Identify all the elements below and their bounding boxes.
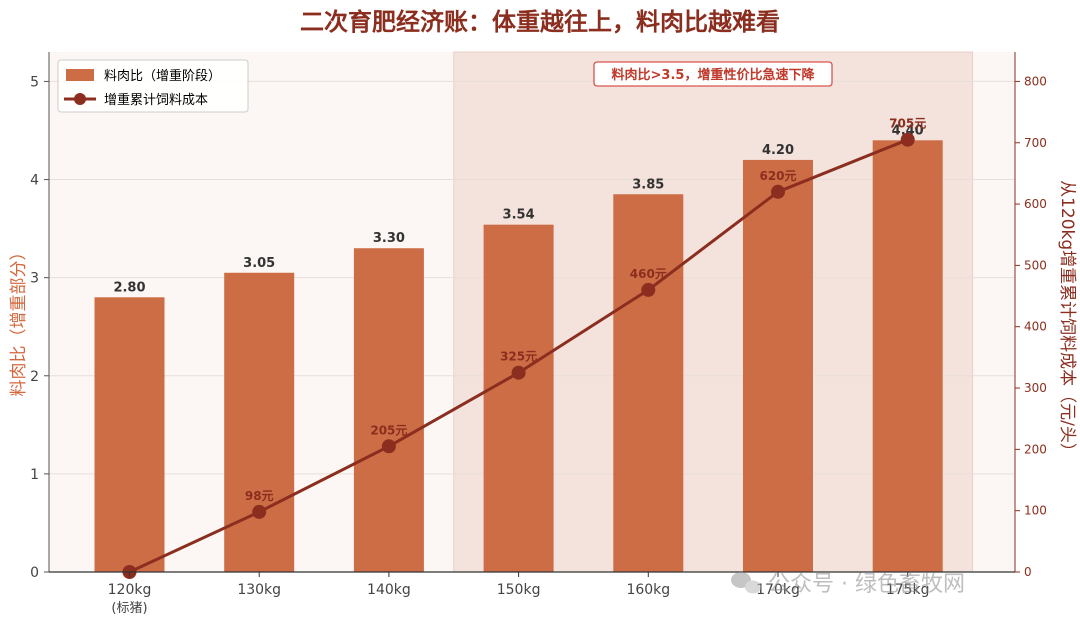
cost-point — [511, 365, 526, 380]
cost-value-label: 705元 — [889, 117, 926, 131]
x-tick-label: 175kg — [886, 582, 930, 598]
x-tick-label: 120kg — [108, 582, 152, 598]
bar-value-label: 3.85 — [632, 177, 664, 192]
x-tick-label: 150kg — [497, 582, 541, 598]
cost-point — [771, 184, 785, 199]
annotation-box — [593, 61, 833, 87]
cost-point — [252, 504, 267, 519]
legend-box — [57, 59, 249, 113]
x-tick-label: 160kg — [626, 582, 670, 598]
bar-value-label: 4.20 — [762, 143, 794, 158]
y-right-tick-label: 600 — [1024, 197, 1047, 211]
cost-value-label: 460元 — [630, 267, 667, 281]
bar — [483, 224, 554, 572]
y-left-tick-label: 0 — [30, 565, 39, 581]
watermark: 公众号 · 绿色畜牧网 — [731, 572, 965, 597]
wechat-icon — [731, 572, 761, 594]
y-right-tick-label: 0 — [1024, 565, 1032, 579]
annotation-text: 料肉比>3.5，增重性价比急速下降 — [612, 67, 816, 83]
y-axis-left-label: 料肉比（增重部分） — [9, 244, 29, 397]
y-right-tick-label: 100 — [1024, 504, 1047, 518]
legend: 料肉比（增重阶段） 增重累计饲料成本 — [57, 59, 249, 113]
axes — [48, 52, 1016, 573]
y-left-tick-label: 4 — [30, 173, 39, 189]
cost-line-series — [122, 132, 915, 579]
cost-value-labels: 98元 205元 325元 460元 620元 705元 — [245, 117, 926, 503]
y-right-tick-label: 800 — [1024, 74, 1047, 88]
bar-value-label: 2.80 — [113, 280, 145, 295]
bar — [872, 140, 943, 572]
bar-value-label: 3.54 — [503, 208, 535, 223]
x-tick-sublabel: (标猪) — [111, 601, 147, 616]
x-tick-label: 140kg — [367, 582, 411, 598]
bar — [743, 159, 813, 572]
y-left-tick-label: 3 — [30, 271, 39, 287]
bar — [224, 272, 295, 572]
y-right-tick-label: 400 — [1024, 320, 1047, 334]
y-right-tick-label: 200 — [1024, 442, 1047, 456]
bar — [613, 194, 684, 572]
legend-bar-label: 料肉比（增重阶段） — [104, 68, 221, 84]
bar-value-labels: 2.80 3.05 3.30 3.54 3.85 4.20 4.40 — [113, 123, 923, 295]
y-left-tick-label: 5 — [30, 74, 39, 90]
watermark-text: 公众号 · 绿色畜牧网 — [768, 572, 965, 597]
bar — [353, 248, 424, 572]
bar-value-label: 3.30 — [373, 231, 405, 246]
bars — [94, 140, 943, 572]
x-tick-label: 170kg — [756, 582, 800, 598]
cost-point — [900, 132, 915, 147]
bar-value-label: 4.40 — [892, 123, 924, 138]
y-right-tick-label: 500 — [1024, 258, 1047, 272]
legend-bar-swatch — [66, 69, 94, 81]
chart-title: 二次育肥经济账：体重越往上，料肉比越难看 — [300, 8, 780, 36]
y-left-tick-label: 2 — [30, 369, 39, 385]
tick-labels: 0 1 2 3 4 5 0 100 200 300 400 500 600 700 800 120kg (标猪)… — [30, 74, 1047, 616]
bar — [94, 297, 165, 572]
cost-value-label: 620元 — [759, 169, 796, 183]
y-right-tick-label: 300 — [1024, 381, 1047, 395]
cost-value-label: 325元 — [500, 350, 537, 364]
legend-line-marker — [74, 93, 86, 105]
bar-value-label: 3.05 — [243, 256, 275, 271]
y-right-tick-label: 700 — [1024, 136, 1047, 150]
cost-value-label: 98元 — [245, 489, 274, 503]
cost-point — [381, 439, 396, 454]
legend-line-label: 增重累计饲料成本 — [104, 92, 208, 108]
y-left-tick-label: 1 — [30, 467, 39, 483]
y-axis-right-label: 从120kg增重累计饲料成本（元/头） — [1057, 180, 1077, 460]
x-tick-label: 130kg — [237, 582, 281, 598]
annotation: 料肉比>3.5，增重性价比急速下降 — [593, 61, 833, 87]
cost-value-label: 205元 — [370, 423, 407, 437]
cost-point — [641, 282, 656, 297]
